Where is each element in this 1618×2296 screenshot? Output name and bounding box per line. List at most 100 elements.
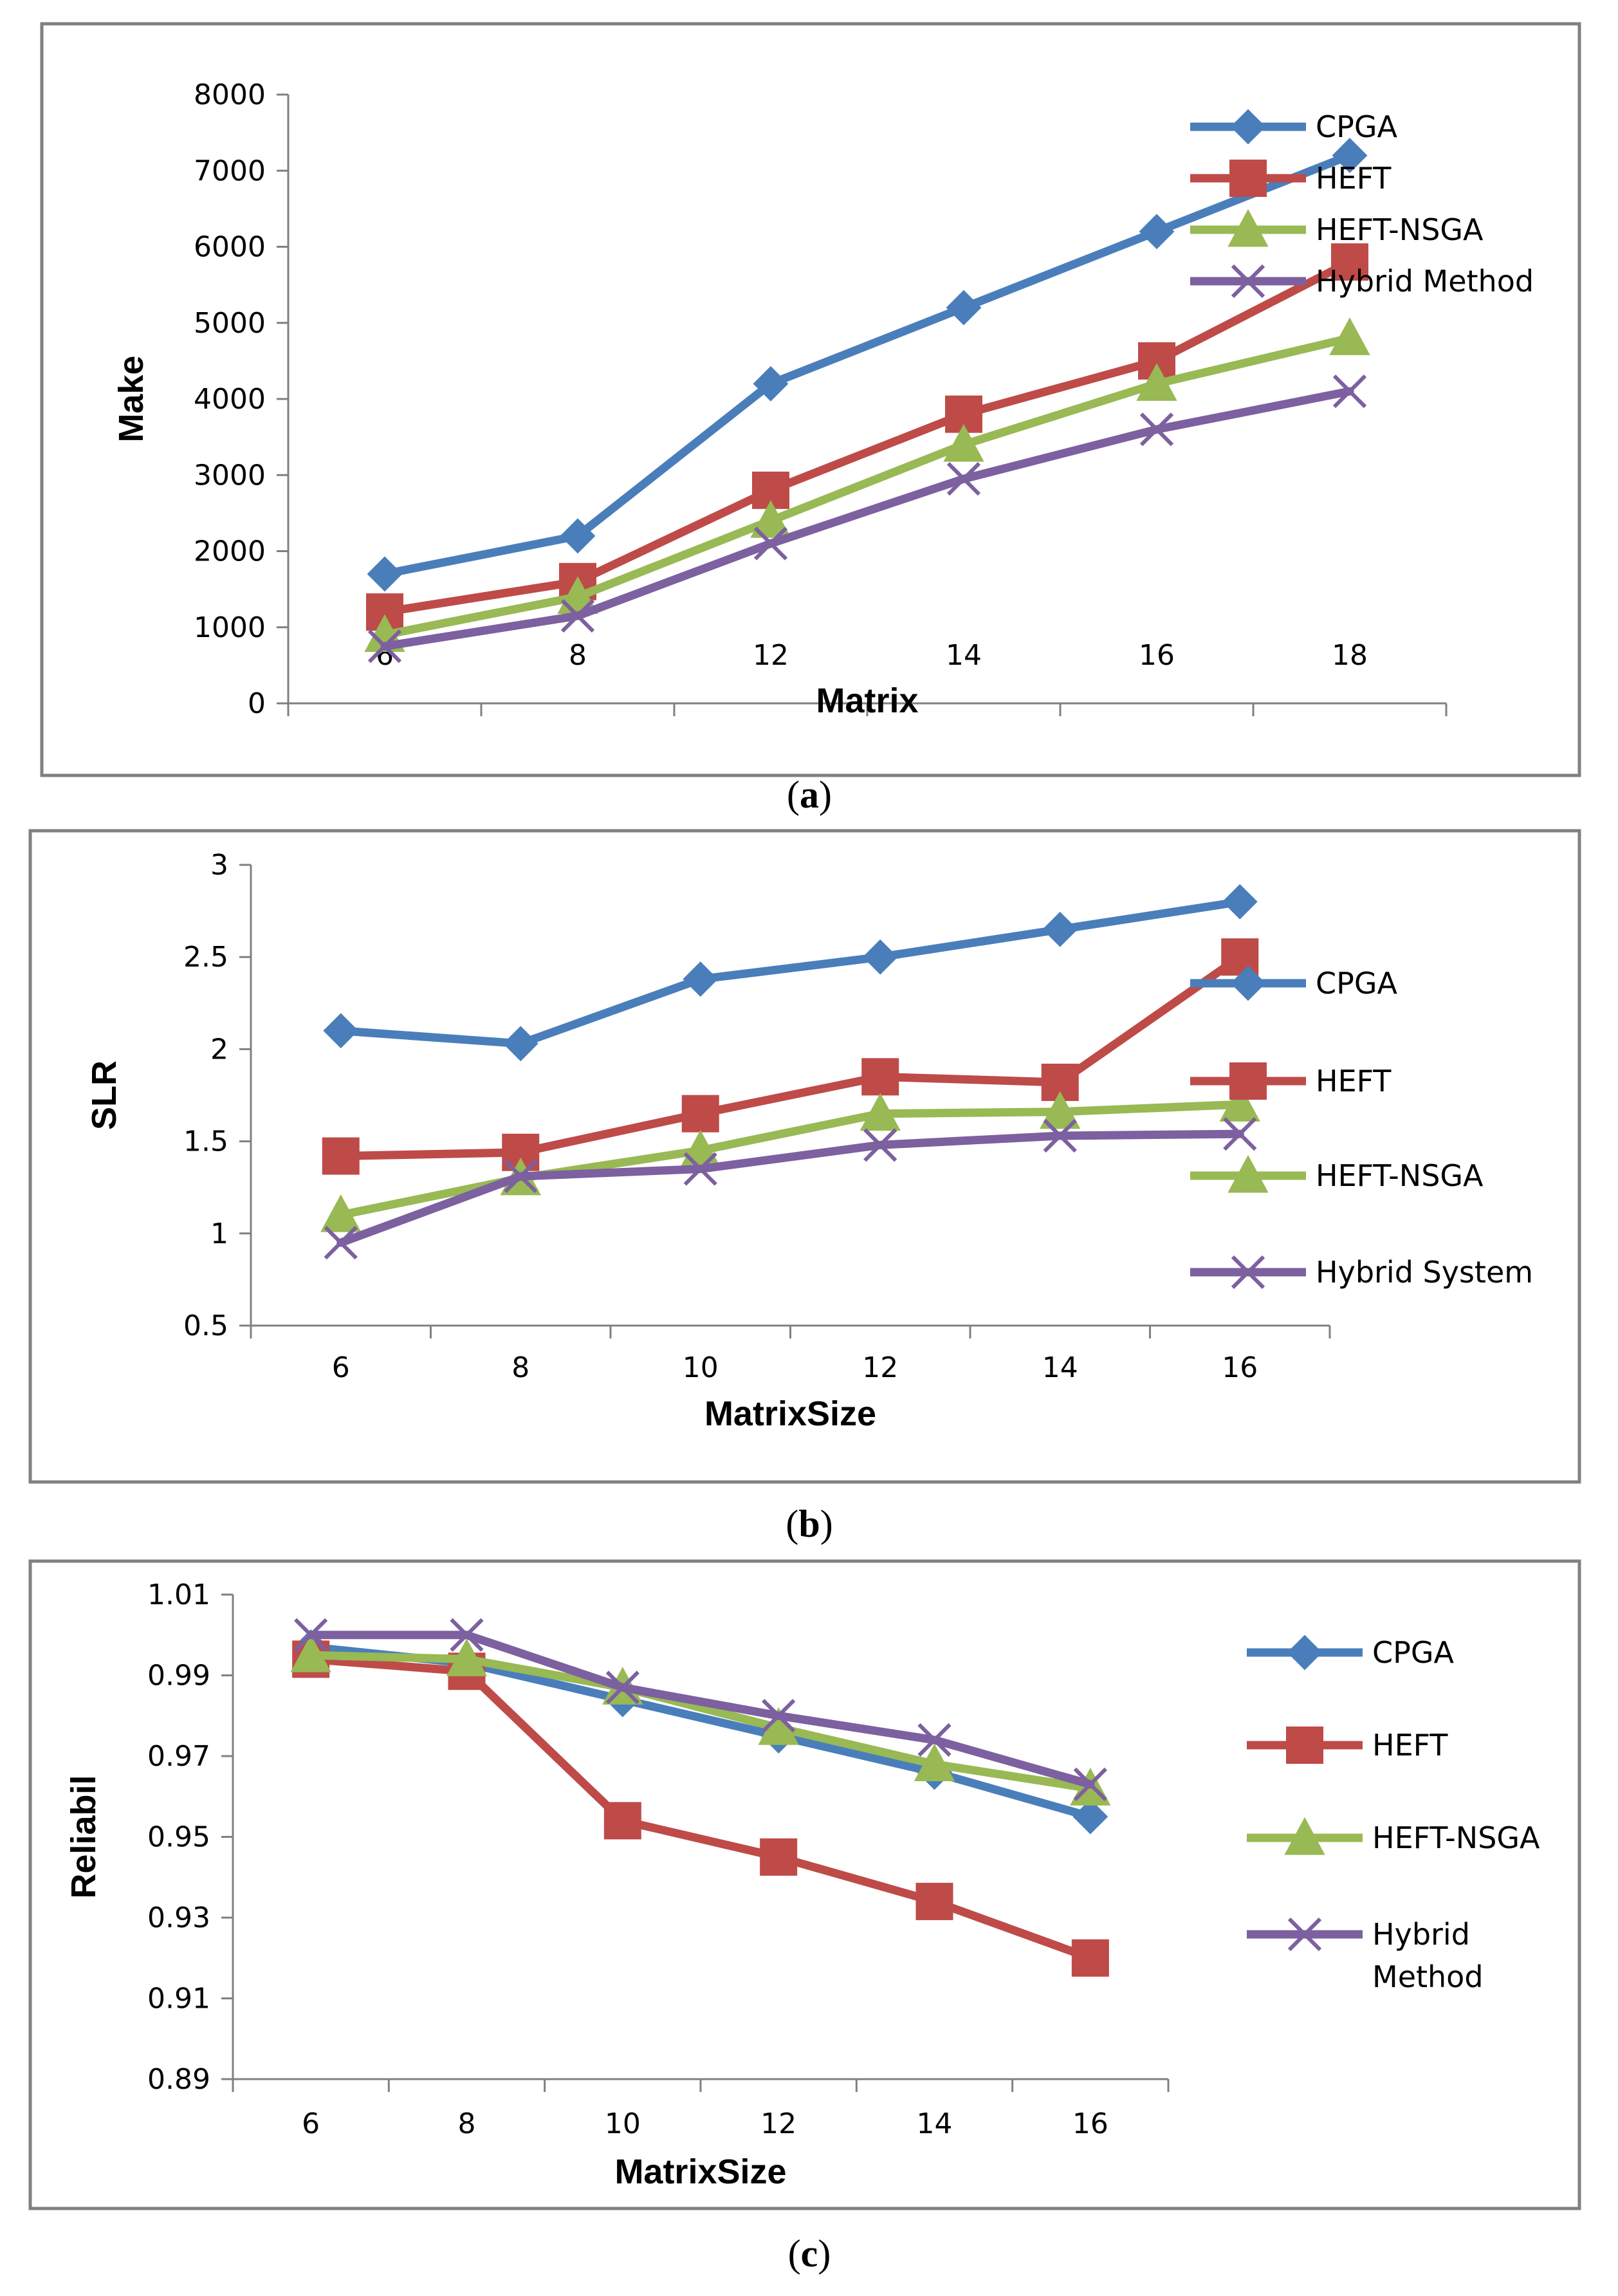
legend-label: HEFT-NSGA xyxy=(1372,1820,1540,1855)
y-axis-title: Make xyxy=(112,355,151,442)
legend-label: Hybrid Method xyxy=(1316,264,1534,299)
y-tick-label: 1.5 xyxy=(183,1125,228,1158)
data-point xyxy=(322,1137,360,1175)
data-point xyxy=(605,1671,639,1705)
series-line xyxy=(336,897,1244,1048)
legend-entry: HEFT xyxy=(1190,160,1392,197)
y-axis-title: Reliabil xyxy=(64,1775,103,1898)
x-tick-label: 18 xyxy=(1332,639,1368,672)
x-axis-title: MatrixSize xyxy=(614,2152,786,2191)
data-point xyxy=(946,462,981,496)
chart-b: 0.5 1 1.5 2 2.5 3 6 8 10 12 14 16 MatrixSize SLR CPGA H… xyxy=(28,829,1581,1484)
data-point xyxy=(863,1128,897,1162)
legend-entry: HEFT xyxy=(1190,1062,1392,1100)
legend-entry: CPGA xyxy=(1190,965,1398,1001)
y-tick-label: 2 xyxy=(210,1033,228,1066)
series-line xyxy=(380,333,1354,640)
legend-marker xyxy=(1229,160,1267,197)
x-tick-label: 16 xyxy=(1139,639,1175,672)
series-line xyxy=(306,1631,1095,1789)
series-line xyxy=(380,257,1354,616)
y-tick-label: 0 xyxy=(248,687,266,720)
legend-entry: HEFT-NSGA xyxy=(1190,208,1484,247)
legend-label: Hybrid xyxy=(1372,1917,1470,1952)
data-point xyxy=(1223,1117,1257,1151)
data-point xyxy=(446,1638,488,1676)
x-tick-label: 6 xyxy=(332,1351,350,1384)
legend-entry: HEFT-NSGA xyxy=(1247,1817,1540,1855)
series-hybrid-method xyxy=(294,1618,1107,1802)
legend-marker xyxy=(1227,1154,1269,1193)
y-tick-label: 3 xyxy=(210,849,228,882)
data-point xyxy=(1219,1084,1260,1122)
y-tick-label: 1000 xyxy=(194,611,266,644)
x-tick-label: 12 xyxy=(760,2107,796,2140)
chart-frame xyxy=(28,1559,1581,2210)
x-tick-label: 10 xyxy=(683,1351,719,1384)
legend-label: Method xyxy=(1372,1959,1484,1994)
data-point xyxy=(683,1152,717,1186)
legend-label: HEFT xyxy=(1316,1064,1392,1098)
legend-entry: Hybrid Method xyxy=(1190,264,1534,299)
data-point xyxy=(290,1634,331,1672)
data-point xyxy=(760,1838,798,1876)
series-cpga xyxy=(367,138,1368,592)
legend-label: HEFT xyxy=(1372,1728,1448,1763)
series-line xyxy=(306,1651,1095,1793)
legend-entry: Hybrid System xyxy=(1190,1255,1533,1290)
x-tick-label: 12 xyxy=(753,639,789,672)
legend-marker xyxy=(1284,1817,1325,1855)
legend-entry: CPGA xyxy=(1190,109,1398,145)
data-point xyxy=(762,1699,796,1733)
y-tick-label: 0.99 xyxy=(147,1660,210,1692)
data-point xyxy=(560,518,596,554)
series-hybrid-system xyxy=(324,1117,1257,1260)
series-line xyxy=(306,1654,1095,1963)
data-point xyxy=(753,366,789,402)
data-point xyxy=(943,423,984,462)
data-point xyxy=(1072,1799,1108,1835)
legend-label: CPGA xyxy=(1372,1635,1455,1670)
x-tick-label: 12 xyxy=(862,1351,898,1384)
x-tick-label: 6 xyxy=(302,2107,320,2140)
data-point xyxy=(603,1802,641,1840)
y-tick-label: 2.5 xyxy=(183,941,228,974)
x-tick-label: 8 xyxy=(458,2107,476,2140)
legend-entry: Hybrid Method xyxy=(1247,1917,1484,1994)
legend-label: HEFT-NSGA xyxy=(1316,212,1484,247)
panel-caption: (c) xyxy=(788,2232,831,2275)
y-tick-label: 3000 xyxy=(194,459,266,492)
legend-marker xyxy=(1231,1255,1265,1290)
data-point xyxy=(862,939,898,975)
y-tick-label: 0.89 xyxy=(147,2063,210,2096)
data-point xyxy=(1073,1767,1107,1802)
series-line xyxy=(336,1129,1244,1247)
legend-label: HEFT-NSGA xyxy=(1316,1158,1484,1193)
y-tick-label: 4000 xyxy=(194,383,266,416)
panel-caption: (b) xyxy=(786,1503,832,1545)
data-point xyxy=(504,1159,538,1194)
data-point xyxy=(294,1618,328,1652)
data-point xyxy=(914,1743,955,1782)
data-point xyxy=(367,556,403,592)
data-point xyxy=(1042,911,1078,947)
y-tick-label: 1 xyxy=(210,1217,228,1250)
data-point xyxy=(861,1058,899,1096)
legend-marker xyxy=(1286,1727,1323,1764)
x-tick-label: 14 xyxy=(1042,1351,1078,1384)
series-line xyxy=(336,952,1244,1161)
y-tick-label: 8000 xyxy=(194,79,266,111)
data-point xyxy=(1332,138,1368,174)
data-point xyxy=(367,629,402,663)
y-tick-label: 0.5 xyxy=(183,1310,228,1342)
chart-c: 0.89 0.91 0.93 0.95 0.97 0.99 1.01 6 8 10 12 14 16 Ma… xyxy=(28,1559,1581,2210)
legend-entry: HEFT-NSGA xyxy=(1190,1154,1484,1193)
data-point xyxy=(1043,1118,1077,1153)
series-cpga xyxy=(323,884,1258,1062)
data-point xyxy=(1329,317,1370,355)
y-tick-label: 0.91 xyxy=(147,1983,210,2015)
x-tick-label: 8 xyxy=(569,639,587,672)
data-point xyxy=(502,1026,538,1062)
data-point xyxy=(324,1225,358,1260)
